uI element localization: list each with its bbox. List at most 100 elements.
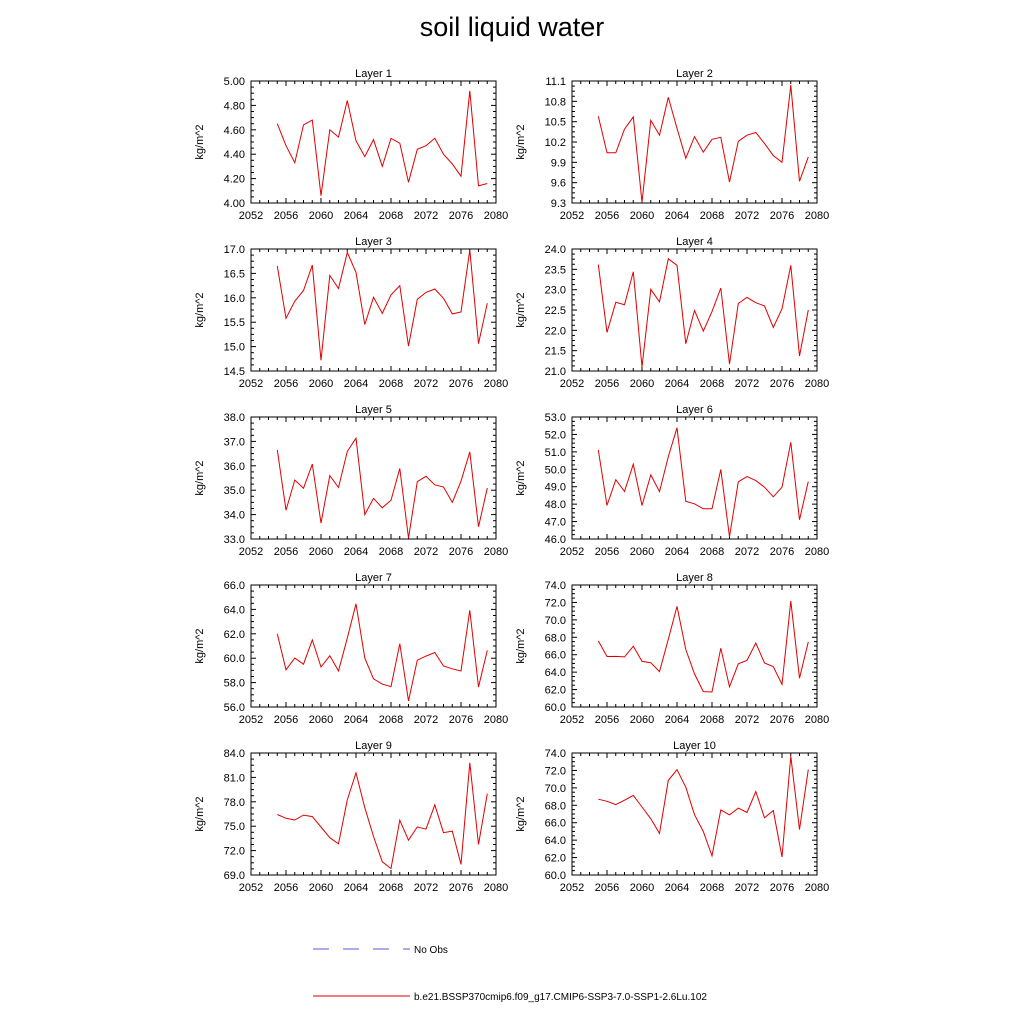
y-tick-label: 66.0 — [224, 580, 245, 592]
x-tick-label: 2052 — [560, 378, 584, 390]
y-tick-label: 48.0 — [545, 499, 566, 511]
y-tick-label: 24.0 — [545, 244, 566, 256]
x-tick-label: 2076 — [770, 546, 794, 558]
y-tick-label: 15.0 — [224, 342, 245, 354]
y-tick-label: 37.0 — [224, 436, 245, 448]
x-tick-label: 2068 — [700, 378, 724, 390]
chart-title: Layer 5 — [355, 404, 392, 416]
y-tick-label: 9.9 — [551, 157, 566, 169]
x-tick-label: 2068 — [379, 378, 403, 390]
x-tick-label: 2060 — [309, 714, 333, 726]
x-tick-label: 2064 — [344, 210, 368, 222]
x-tick-label: 2064 — [665, 378, 689, 390]
plot-frame — [250, 248, 497, 372]
y-tick-label: 22.0 — [545, 325, 566, 337]
y-tick-label: 14.5 — [224, 366, 245, 378]
chart-layer-2: Layer 2 kg/m^2 2052 2056 2060 2064 2068 2072 207… — [515, 68, 829, 222]
x-tick-label: 2052 — [239, 714, 263, 726]
y-tick-label: 4.80 — [224, 100, 245, 112]
x-tick-label: 2068 — [379, 546, 403, 558]
y-tick-label: 34.0 — [224, 510, 245, 522]
y-tick-label: 5.00 — [224, 76, 245, 88]
x-tick-label: 2052 — [560, 882, 584, 894]
y-tick-label: 33.0 — [224, 534, 245, 546]
x-tick-label: 2080 — [805, 378, 829, 390]
chart-title: Layer 3 — [355, 236, 392, 248]
x-tick-label: 2076 — [770, 714, 794, 726]
chart-layer-9: Layer 9 kg/m^2 2052 2056 2060 2064 2068 2072 207… — [194, 740, 508, 894]
x-tick-label: 2064 — [665, 714, 689, 726]
x-tick-label: 2060 — [630, 378, 654, 390]
x-tick-label: 2060 — [630, 882, 654, 894]
chart-title: Layer 4 — [676, 236, 713, 248]
y-tick-label: 58.0 — [224, 678, 245, 690]
y-tick-label: 72.0 — [545, 765, 566, 777]
y-tick-label: 53.0 — [545, 412, 566, 424]
y-tick-label: 60.0 — [545, 870, 566, 882]
x-tick-label: 2076 — [449, 378, 473, 390]
y-tick-label: 4.60 — [224, 125, 245, 137]
y-axis-label: kg/m^2 — [194, 628, 206, 663]
x-tick-label: 2064 — [344, 714, 368, 726]
series-line-0 — [597, 601, 809, 693]
x-tick-label: 2080 — [484, 210, 508, 222]
chart-title: Layer 9 — [355, 740, 392, 752]
series-line-0 — [276, 249, 488, 361]
y-tick-label: 49.0 — [545, 482, 566, 494]
y-tick-label: 50.0 — [545, 464, 566, 476]
x-tick-label: 2060 — [309, 546, 333, 558]
chart-title: Layer 10 — [673, 740, 716, 752]
x-tick-label: 2064 — [344, 882, 368, 894]
chart-title: Layer 2 — [676, 68, 713, 80]
y-tick-label: 70.0 — [545, 783, 566, 795]
x-tick-label: 2056 — [595, 210, 619, 222]
chart-layer-10: Layer 10 kg/m^2 2052 2056 2060 2064 2068 2072 20… — [515, 740, 829, 894]
plot-frame — [571, 80, 818, 204]
x-tick-label: 2072 — [414, 378, 438, 390]
x-tick-label: 2052 — [239, 882, 263, 894]
series-line-0 — [597, 427, 809, 537]
y-tick-label: 36.0 — [224, 461, 245, 473]
x-tick-label: 2072 — [735, 882, 759, 894]
y-tick-label: 72.0 — [545, 597, 566, 609]
y-axis-label: kg/m^2 — [194, 124, 206, 159]
y-tick-label: 52.0 — [545, 429, 566, 441]
x-tick-label: 2064 — [665, 882, 689, 894]
y-tick-label: 74.0 — [545, 748, 566, 760]
chart-title: Layer 8 — [676, 572, 713, 584]
x-tick-label: 2080 — [805, 210, 829, 222]
chart-layer-7: Layer 7 kg/m^2 2052 2056 2060 2064 2068 2072 207… — [194, 572, 508, 726]
y-tick-label: 72.0 — [224, 846, 245, 858]
x-tick-label: 2052 — [239, 378, 263, 390]
x-tick-label: 2060 — [630, 210, 654, 222]
x-tick-label: 2080 — [484, 378, 508, 390]
y-tick-label: 38.0 — [224, 412, 245, 424]
chart-title: Layer 1 — [355, 68, 392, 80]
y-tick-label: 10.2 — [545, 137, 566, 149]
x-tick-label: 2064 — [665, 210, 689, 222]
chart-layer-4: Layer 4 kg/m^2 2052 2056 2060 2064 2068 2072 207… — [515, 236, 829, 390]
x-tick-label: 2076 — [770, 210, 794, 222]
y-tick-label: 16.0 — [224, 293, 245, 305]
chart-layer-5: Layer 5 kg/m^2 2052 2056 2060 2064 2068 2072 207… — [194, 404, 508, 558]
y-tick-label: 69.0 — [224, 870, 245, 882]
x-tick-label: 2076 — [449, 882, 473, 894]
x-tick-label: 2072 — [414, 210, 438, 222]
y-tick-label: 68.0 — [545, 632, 566, 644]
y-tick-label: 62.0 — [545, 685, 566, 697]
y-tick-label: 70.0 — [545, 615, 566, 627]
x-tick-label: 2056 — [595, 378, 619, 390]
x-tick-label: 2056 — [274, 378, 298, 390]
y-tick-label: 60.0 — [545, 702, 566, 714]
y-axis-label: kg/m^2 — [194, 796, 206, 831]
x-tick-label: 2064 — [665, 546, 689, 558]
x-tick-label: 2060 — [630, 546, 654, 558]
y-tick-label: 62.0 — [224, 629, 245, 641]
y-tick-label: 4.00 — [224, 198, 245, 210]
chart-title: Layer 7 — [355, 572, 392, 584]
y-tick-label: 21.5 — [545, 346, 566, 358]
y-axis-label: kg/m^2 — [515, 796, 527, 831]
y-tick-label: 81.0 — [224, 772, 245, 784]
y-tick-label: 9.6 — [551, 178, 566, 190]
y-tick-label: 66.0 — [545, 818, 566, 830]
